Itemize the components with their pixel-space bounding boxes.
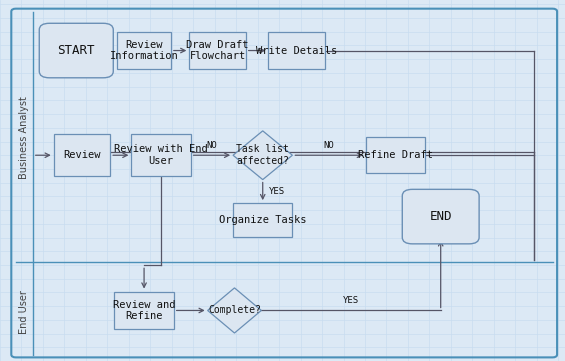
FancyBboxPatch shape (118, 32, 171, 69)
Text: Review with End
User: Review with End User (114, 144, 208, 166)
Text: END: END (429, 210, 452, 223)
Text: Organize Tasks: Organize Tasks (219, 215, 306, 225)
Text: Task list
affected?: Task list affected? (236, 144, 289, 166)
Text: Draw Draft
Flowchart: Draw Draft Flowchart (186, 40, 249, 61)
Text: START: START (58, 44, 95, 57)
FancyBboxPatch shape (268, 32, 325, 69)
Text: Review and
Refine: Review and Refine (113, 300, 175, 321)
Text: Review
Information: Review Information (110, 40, 179, 61)
Polygon shape (233, 131, 293, 180)
FancyBboxPatch shape (114, 292, 174, 329)
Text: Write Details: Write Details (256, 45, 337, 56)
FancyBboxPatch shape (40, 23, 113, 78)
Text: Refine Draft: Refine Draft (358, 150, 433, 160)
Text: NO: NO (324, 141, 334, 150)
FancyBboxPatch shape (54, 135, 110, 176)
Text: YES: YES (343, 296, 359, 305)
FancyBboxPatch shape (189, 32, 246, 69)
Polygon shape (208, 288, 261, 333)
Text: Business Analyst: Business Analyst (19, 96, 29, 179)
Text: YES: YES (268, 187, 285, 196)
Text: Complete?: Complete? (208, 305, 261, 316)
FancyBboxPatch shape (233, 203, 293, 238)
FancyBboxPatch shape (131, 135, 190, 176)
FancyBboxPatch shape (402, 189, 479, 244)
Text: End User: End User (19, 290, 29, 334)
FancyBboxPatch shape (366, 137, 425, 173)
Text: NO: NO (206, 141, 218, 150)
Text: Review: Review (63, 150, 101, 160)
